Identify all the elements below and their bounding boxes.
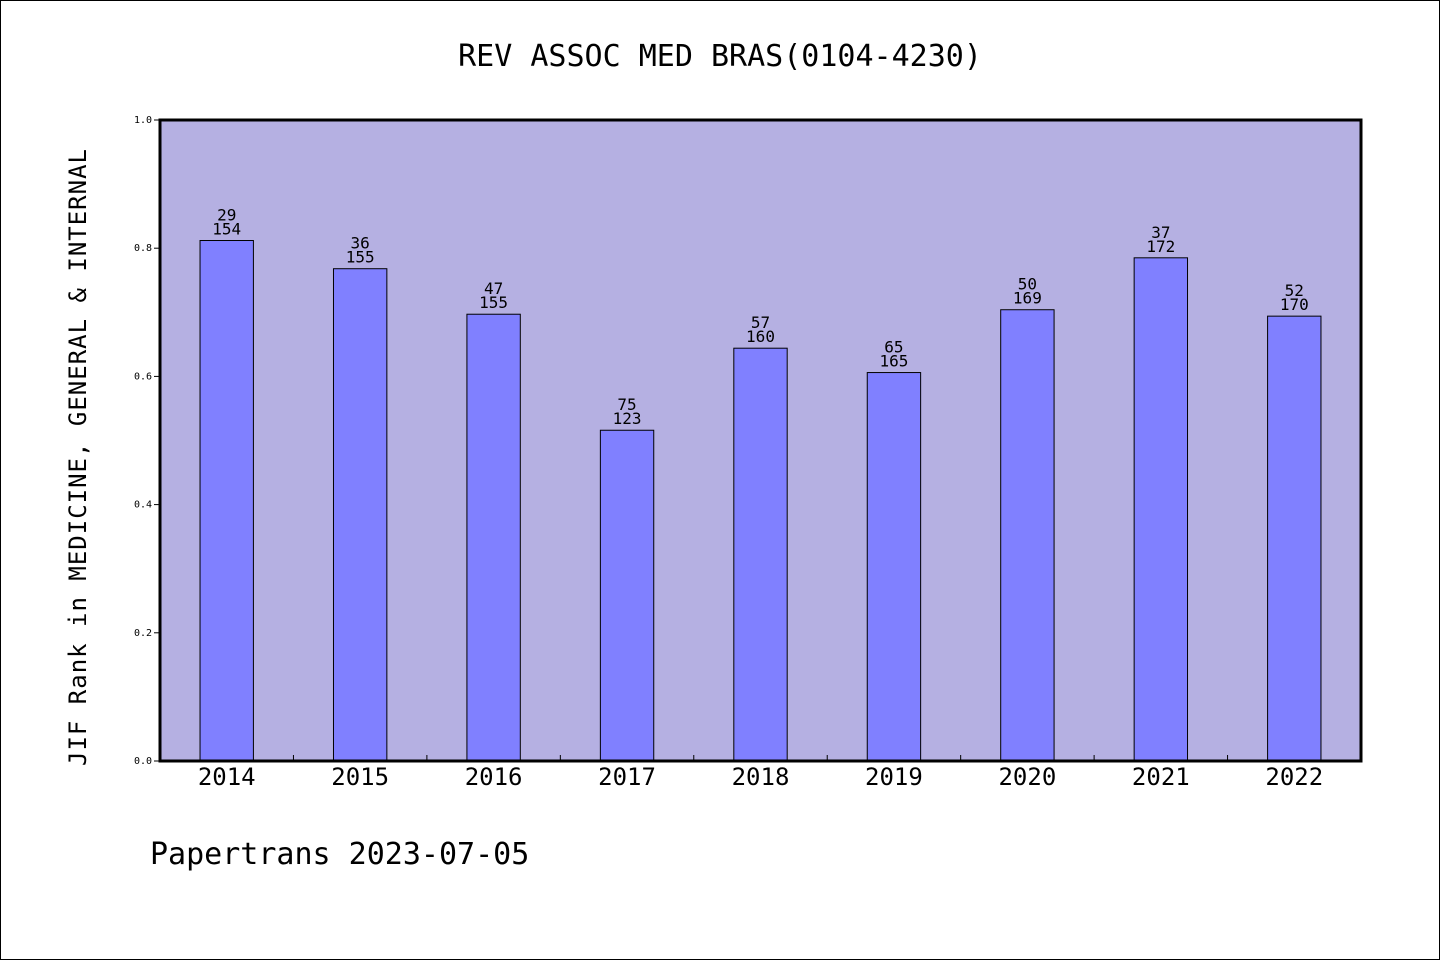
bar xyxy=(466,313,521,762)
bar-rank-label: 75 xyxy=(617,395,636,414)
y-tick-label: 0.6 xyxy=(134,371,152,382)
y-tick-label: 0.8 xyxy=(134,243,152,254)
bar-rank-label: 47 xyxy=(484,279,503,298)
bar xyxy=(866,372,922,762)
y-tick-label: 0.2 xyxy=(134,628,152,639)
bar xyxy=(332,268,388,762)
bar-rank-label: 29 xyxy=(217,206,236,225)
x-tick-label: 2017 xyxy=(598,763,656,791)
bar-total-label: 155 xyxy=(479,293,508,312)
x-tick-label: 2016 xyxy=(465,763,523,791)
bar xyxy=(199,240,254,762)
x-tick-label: 2015 xyxy=(331,763,389,791)
x-tick-label: 2022 xyxy=(1265,763,1323,791)
bars xyxy=(199,240,1322,762)
y-tick-label: 0.4 xyxy=(134,500,152,511)
x-tick-label: 2018 xyxy=(732,763,790,791)
bar-total-label: 172 xyxy=(1146,237,1175,256)
y-axis-ticks: 0.0 0.2 0.4 0.6 0.8 1.0 xyxy=(134,115,160,767)
bar-total-label: 155 xyxy=(346,248,375,267)
bar xyxy=(733,347,788,762)
bar-rank-label: 37 xyxy=(1151,223,1170,242)
bar xyxy=(1000,309,1055,762)
bar xyxy=(1267,315,1322,762)
x-tick-label: 2021 xyxy=(1132,763,1190,791)
bar-total-label: 169 xyxy=(1013,289,1042,308)
bar-total-label: 165 xyxy=(879,352,908,371)
x-axis-ticks: 2014 2015 2016 2017 2018 2019 2020 2021 2022 xyxy=(198,755,1323,791)
y-tick-label: 1.0 xyxy=(134,115,152,126)
bar-total-label: 123 xyxy=(613,409,642,428)
footer-text: Papertrans 2023-07-05 xyxy=(150,837,529,872)
x-tick-label: 2020 xyxy=(998,763,1056,791)
chart-title: REV ASSOC MED BRAS(0104-4230) xyxy=(458,39,982,74)
x-tick-label: 2019 xyxy=(865,763,923,791)
bar-labels: 2915436155471557512357160651655016937172… xyxy=(212,206,1308,429)
bar xyxy=(599,429,655,762)
bar-rank-label: 52 xyxy=(1285,281,1304,300)
x-tick-label: 2014 xyxy=(198,763,256,791)
bar-rank-label: 65 xyxy=(884,338,903,357)
bar-rank-label: 57 xyxy=(751,313,770,332)
bar-rank-label: 36 xyxy=(351,234,370,253)
bar-total-label: 154 xyxy=(212,220,241,239)
y-axis-label: JIF Rank in MEDICINE, GENERAL & INTERNAL xyxy=(64,148,92,766)
bar xyxy=(1133,257,1189,762)
plot-border xyxy=(158,118,1363,763)
y-tick-label: 0.0 xyxy=(134,756,152,767)
bar-total-label: 170 xyxy=(1280,295,1309,314)
bar-total-label: 160 xyxy=(746,327,775,346)
bar-rank-label: 50 xyxy=(1018,275,1037,294)
